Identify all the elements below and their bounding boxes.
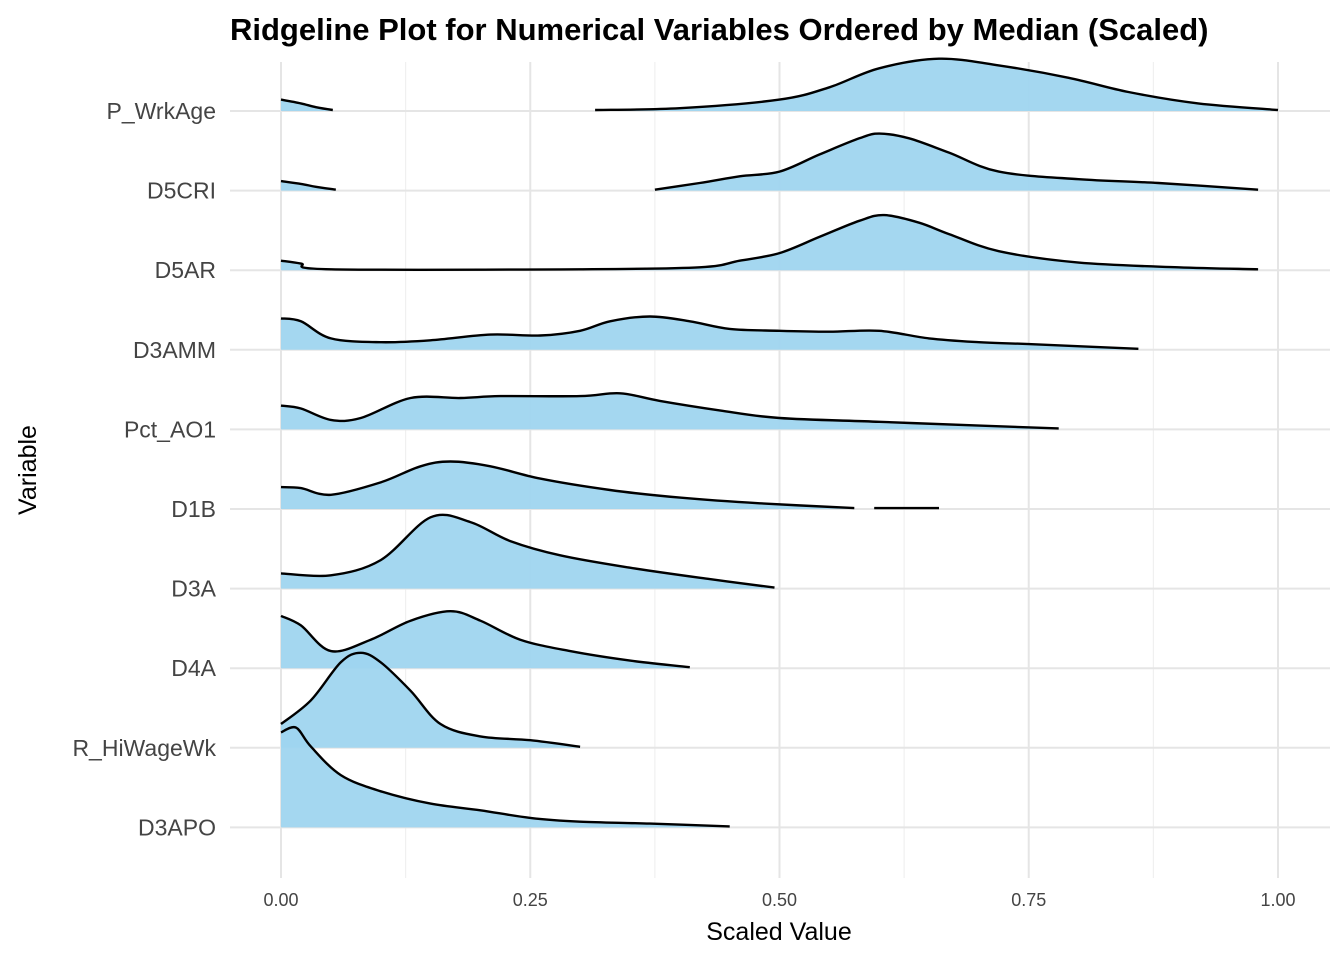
ridge-area: [281, 461, 855, 509]
ridges: [280, 57, 1279, 828]
ridge-area: [654, 133, 1259, 191]
ridge-d5ar: [280, 213, 1259, 271]
ridge-area: [281, 727, 730, 828]
y-tick-label: D4A: [171, 655, 216, 681]
x-axis-tick-labels: 0.00 0.25 0.50 0.75 1.00: [263, 890, 1295, 910]
ridge-line: [280, 179, 336, 191]
ridge-area: [595, 58, 1278, 111]
ridge-d3a: [280, 513, 775, 589]
ridge-area: [281, 611, 690, 669]
y-tick-label: P_WrkAge: [106, 98, 216, 124]
ridge-area: [281, 393, 1059, 430]
y-tick-label: D3APO: [138, 814, 216, 840]
y-tick-label: Pct_AO1: [124, 416, 216, 442]
ridge-area: [281, 652, 581, 748]
ridge-d3amm: [280, 315, 1139, 350]
ridge-line: [280, 391, 1059, 430]
ridge-line: [280, 213, 1259, 271]
y-tick-label: D5AR: [155, 257, 216, 283]
ridge-area: [281, 316, 1139, 350]
ridge-line: [280, 460, 855, 510]
y-tick-label: D3AMM: [133, 337, 216, 363]
y-tick-label: R_HiWageWk: [72, 735, 216, 761]
x-tick-label: 0.50: [762, 890, 797, 910]
ridge-d1b: [280, 460, 939, 510]
x-tick-label: 1.00: [1260, 890, 1295, 910]
ridge-line: [280, 98, 333, 112]
ridge-pct-ao1: [280, 391, 1059, 430]
y-tick-label: D5CRI: [147, 178, 216, 204]
ridge-area: [281, 215, 1259, 271]
ridge-r-hiwagewk: [280, 651, 581, 748]
ridge-line: [280, 315, 1139, 350]
chart-title: Ridgeline Plot for Numerical Variables O…: [230, 12, 1209, 47]
ridge-line: [280, 651, 581, 748]
ridge-line: [280, 610, 690, 669]
x-tick-label: 0.25: [513, 890, 548, 910]
ridge-line: [280, 725, 730, 828]
y-axis-title: Variable: [14, 425, 42, 515]
ridge-line: [595, 57, 1279, 112]
x-tick-label: 0.00: [263, 890, 298, 910]
ridge-p-wrkage: [280, 57, 1279, 112]
y-tick-label: D1B: [171, 496, 216, 522]
ridge-d4a: [280, 610, 690, 669]
ridge-area: [281, 514, 775, 589]
x-axis-title: Scaled Value: [706, 918, 851, 946]
x-tick-label: 0.75: [1011, 890, 1046, 910]
ridge-line: [280, 513, 775, 589]
ridge-d3apo: [280, 725, 730, 828]
y-tick-label: D3A: [171, 576, 216, 602]
ridge-d5cri: [280, 132, 1259, 191]
ridge-line: [654, 132, 1259, 191]
y-axis-tick-labels: P_WrkAge D5CRI D5AR D3AMM Pct_AO1 D1B D3A D4A R_…: [72, 98, 216, 840]
